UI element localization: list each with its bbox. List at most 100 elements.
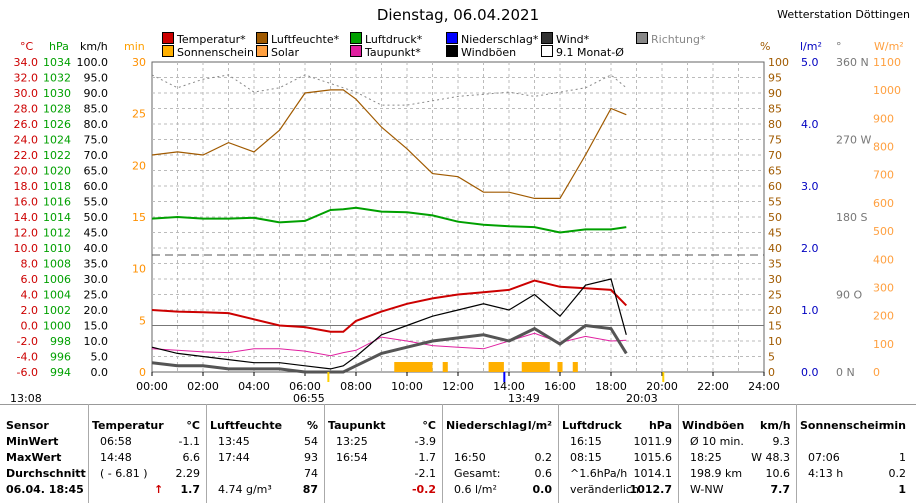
- x-tick-label: 02:00: [187, 380, 219, 393]
- stats-value: 1014.1: [633, 467, 673, 480]
- stats-unit: min: [882, 419, 906, 432]
- axis-hum-tick: 95: [768, 72, 782, 85]
- legend-swatch: [541, 45, 553, 57]
- axis-speed-tick: 55.0: [84, 196, 109, 209]
- axis-speed-tick: 30.0: [84, 273, 109, 286]
- axis-speed-tick: 90.0: [84, 87, 109, 100]
- legend-item: 9.1 Monat-Ø: [541, 45, 624, 59]
- stats-value: 1: [898, 483, 906, 496]
- axis-temp-tick: -2.0: [17, 335, 38, 348]
- axis-press-tick: 1020: [43, 165, 71, 178]
- stats-unit: hPa: [648, 419, 672, 432]
- axis-rain-tick: 3.0: [801, 180, 819, 193]
- axis-speed-tick: 65.0: [84, 165, 109, 178]
- x-tick-label: 22:00: [697, 380, 729, 393]
- legend-swatch: [350, 45, 362, 57]
- axis-press-tick: 1032: [43, 72, 71, 85]
- axis-temp-tick: 18.0: [14, 180, 39, 193]
- axis-speed-tick: 80.0: [84, 118, 109, 131]
- sunshine-block: [488, 362, 504, 372]
- stats-unit: l/m²: [527, 419, 552, 432]
- stats-value: 1.7: [180, 483, 201, 496]
- axis-hum-tick: 15: [768, 320, 782, 333]
- axis-rain-tick: 4.0: [801, 118, 819, 131]
- stats-value: 0.6: [534, 467, 553, 480]
- x-tick-label: 10:00: [391, 380, 423, 393]
- legend-label: Windböen: [461, 46, 517, 59]
- legend-label: Luftfeuchte*: [271, 33, 340, 46]
- axis-press-tick: 1034: [43, 56, 71, 69]
- stats-table: Sensor MinWert MaxWert Durchschnitt 06.04. 1…: [0, 404, 916, 496]
- stats-time: ^1.6hPa/h: [570, 467, 628, 480]
- axis-sun-tick: 20: [132, 159, 146, 172]
- axis-hum-tick: 85: [768, 103, 782, 116]
- stats-value: 1: [899, 451, 906, 464]
- stats-divider: [206, 404, 207, 503]
- axis-solar-tick: 900: [873, 112, 894, 125]
- axis-hum-tick: 30: [768, 273, 782, 286]
- chart-title: Dienstag, 06.04.2021: [376, 6, 540, 24]
- stats-header: Taupunkt: [328, 419, 386, 432]
- x-tick-label: 12:00: [442, 380, 474, 393]
- axis-hum-tick: 0: [768, 366, 775, 379]
- series-luftfeuchte: [151, 89, 627, 199]
- x-tick-label: 16:00: [544, 380, 576, 393]
- stats-value: 7.7: [770, 483, 791, 496]
- time-markers: [327, 372, 665, 382]
- stats-row-label: MinWert: [6, 435, 59, 448]
- axis-speed-tick: 10.0: [84, 335, 109, 348]
- sunset-label: 20:03: [626, 392, 658, 405]
- axis-press-tick: 1022: [43, 149, 71, 162]
- axis-hum-tick: 25: [768, 289, 782, 302]
- stats-value: -2.1: [414, 467, 436, 480]
- legend-swatch: [446, 32, 458, 44]
- axis-press-tick: 998: [50, 335, 71, 348]
- axis-hum-tick: 60: [768, 180, 782, 193]
- axis-solar-tick: 0: [873, 366, 880, 379]
- axis-dir-tick: 180 S: [836, 211, 867, 224]
- legend-item: Wind*: [541, 32, 589, 46]
- stats-time: 0.6 l/m²: [454, 483, 497, 496]
- axis-head-sun: min: [124, 40, 145, 53]
- axis-speed-tick: 60.0: [84, 180, 109, 193]
- axis-hum-tick: 35: [768, 258, 782, 271]
- axis-temp-tick: 34.0: [14, 56, 39, 69]
- stats-value: 6.6: [182, 451, 201, 464]
- axis-solar-tick: 400: [873, 253, 894, 266]
- legend-swatch: [350, 32, 362, 44]
- legend-swatch: [446, 45, 458, 57]
- axis-speed-tick: 85.0: [84, 103, 109, 116]
- stats-header: Sonnenschein: [800, 419, 887, 432]
- stats-time: veränderlich: [570, 483, 639, 496]
- sunrise-label: 06:55: [293, 392, 325, 405]
- legend-label: Richtung*: [651, 33, 706, 46]
- legend-swatch: [162, 45, 174, 57]
- stats-header: Temperatur: [92, 419, 164, 432]
- stats-value: 2.29: [175, 467, 201, 480]
- stats-value: 1015.6: [633, 451, 673, 464]
- stats-value: 10.6: [765, 467, 791, 480]
- axis-sun-tick: 10: [132, 263, 146, 276]
- legend-swatch: [636, 32, 648, 44]
- legend-item: Niederschlag*: [446, 32, 538, 46]
- legend-swatch: [256, 32, 268, 44]
- x-tick-label: 04:00: [238, 380, 270, 393]
- stats-time: 08:15: [570, 451, 602, 464]
- axis-temp-tick: 12.0: [14, 227, 39, 240]
- x-tick-label: 24:00: [748, 380, 780, 393]
- stats-value: 1011.9: [633, 435, 673, 448]
- axis-hum-tick: 65: [768, 165, 782, 178]
- axis-speed-tick: 40.0: [84, 242, 109, 255]
- stats-time: 16:15: [570, 435, 602, 448]
- stats-unit: km/h: [760, 419, 791, 432]
- axis-temp-tick: 8.0: [21, 258, 39, 271]
- axis-solar-tick: 700: [873, 169, 894, 182]
- axis-press-tick: 1006: [43, 273, 71, 286]
- stats-unit: %: [306, 419, 318, 432]
- axis-head-speed: km/h: [80, 40, 108, 53]
- axis-temp-tick: 14.0: [14, 211, 39, 224]
- axis-rain-tick: 5.0: [801, 56, 819, 69]
- series-windböen: [151, 278, 627, 370]
- stats-header: Luftfeuchte: [210, 419, 283, 432]
- axis-head-rain: l/m²: [800, 40, 822, 53]
